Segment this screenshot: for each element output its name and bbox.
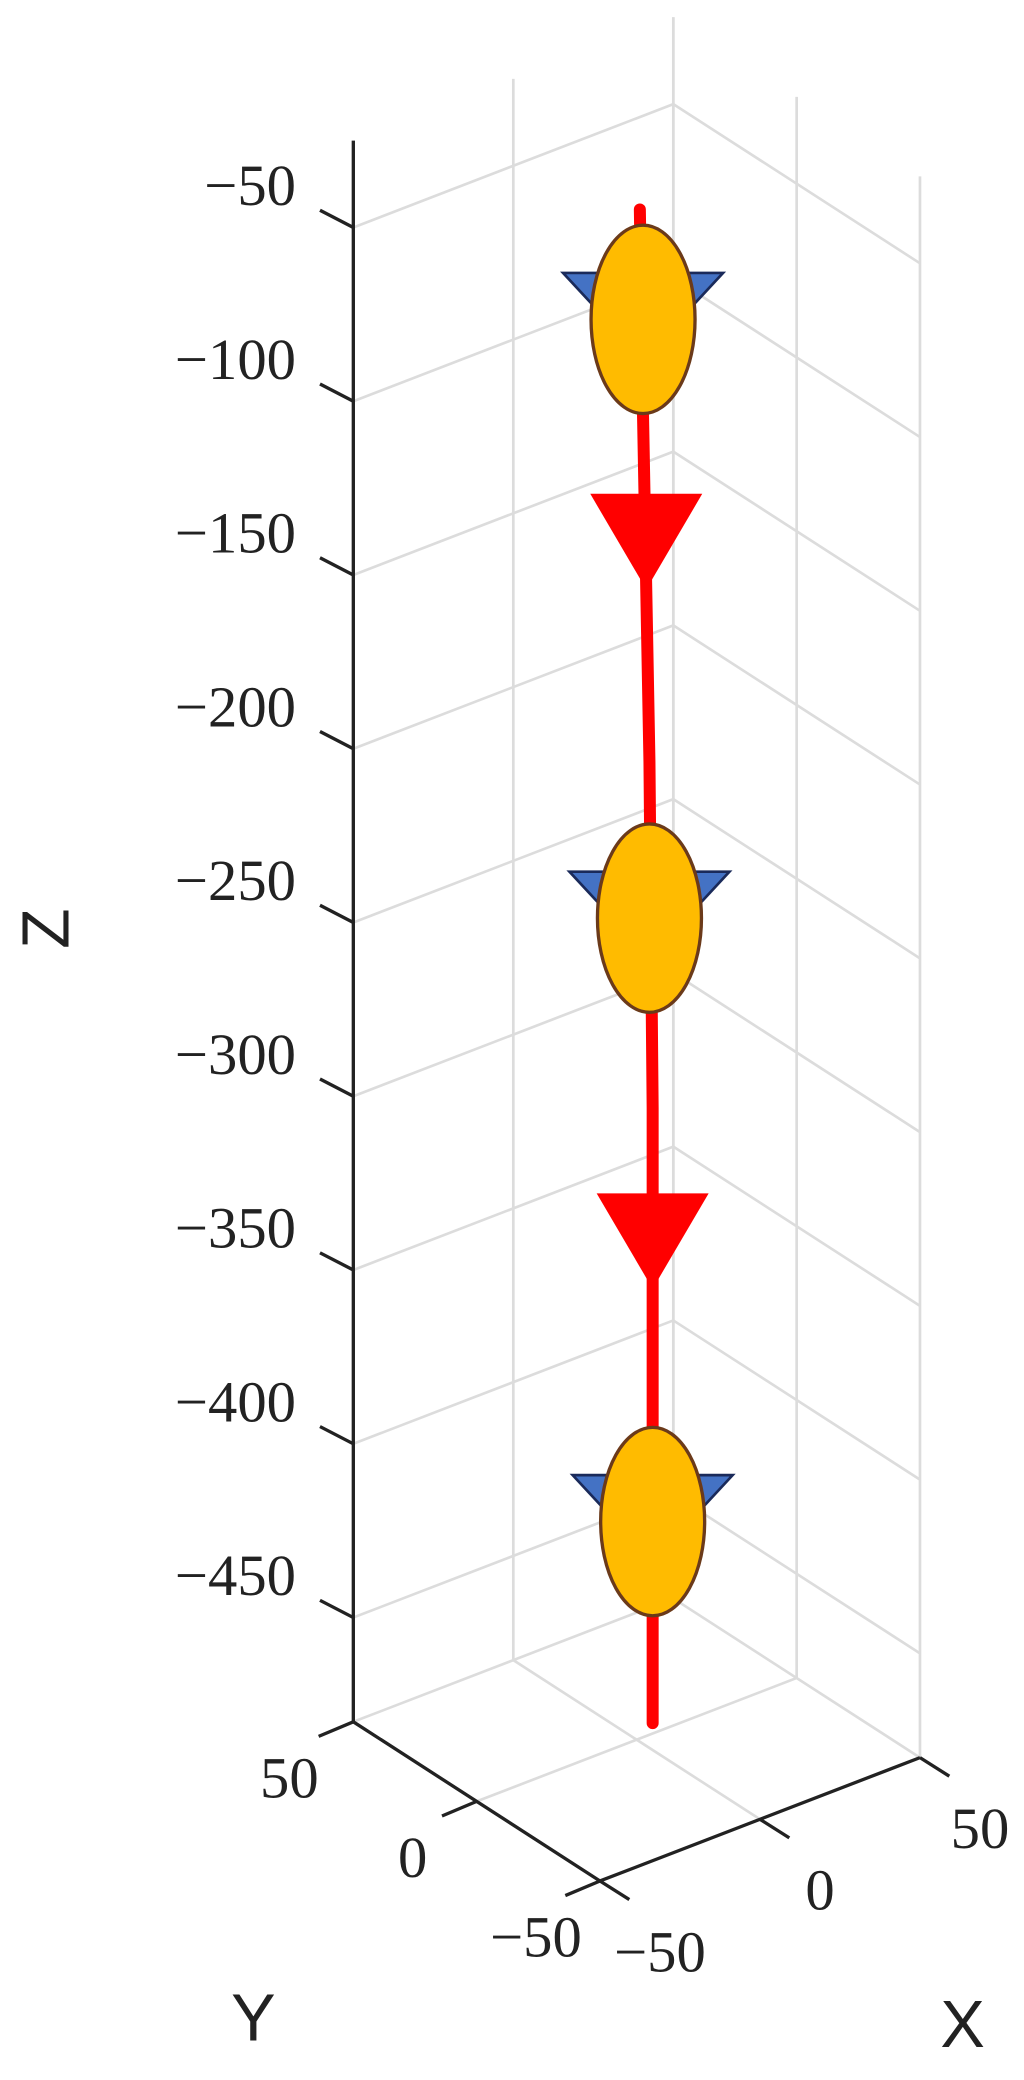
y-tick [441, 1799, 478, 1818]
x-axis-label: X [940, 1988, 984, 2062]
y-tick [564, 1879, 601, 1898]
z-tick [319, 903, 355, 924]
x-tick [599, 1879, 631, 1901]
z-tick [319, 1425, 355, 1446]
y-grid-line [476, 96, 798, 1803]
marker-body [595, 822, 704, 1014]
z-tick [319, 1598, 355, 1620]
z-tick [319, 382, 355, 403]
y-axis-label: Y [231, 1982, 275, 2056]
y-tick-label: 50 [260, 1746, 319, 1811]
direction-arrow [590, 493, 703, 590]
x-tick [759, 1817, 791, 1840]
z-grid-line [352, 623, 921, 786]
marker-body [598, 1425, 707, 1618]
x-grid-line [351, 140, 601, 1883]
z-tick-label: −150 [175, 501, 296, 566]
z-tick-label: −450 [175, 1543, 296, 1608]
y-tick-label: 0 [398, 1825, 427, 1890]
direction-arrow [596, 1193, 709, 1289]
z-tick-label: −400 [175, 1369, 296, 1434]
z-tick [319, 208, 355, 229]
z-tick [319, 730, 355, 751]
plot-area: Z Y X −50 −100 −150 −200 −250 −300 −350 −400 −45… [9, 17, 1009, 2062]
x-tick [919, 1756, 951, 1778]
z-tick-label: −250 [175, 848, 296, 913]
y-tick-label: −50 [490, 1905, 582, 1970]
z-tick [319, 556, 355, 577]
z-tick-label: −200 [175, 674, 296, 739]
z-tick-label: −300 [175, 1022, 296, 1087]
z-tick [319, 1077, 355, 1098]
marker-body [589, 223, 697, 416]
x-tick-label: 50 [951, 1796, 1010, 1861]
z-tick [319, 1251, 355, 1272]
z-tick-label: −50 [204, 153, 296, 218]
x-tick-label: 0 [805, 1858, 834, 1923]
z-axis-label: Z [9, 908, 83, 949]
y-tick [318, 1720, 354, 1738]
z-tick-label: −100 [175, 327, 296, 392]
z-tick-label: −350 [175, 1196, 296, 1261]
x-tick-label: −50 [614, 1919, 706, 1984]
